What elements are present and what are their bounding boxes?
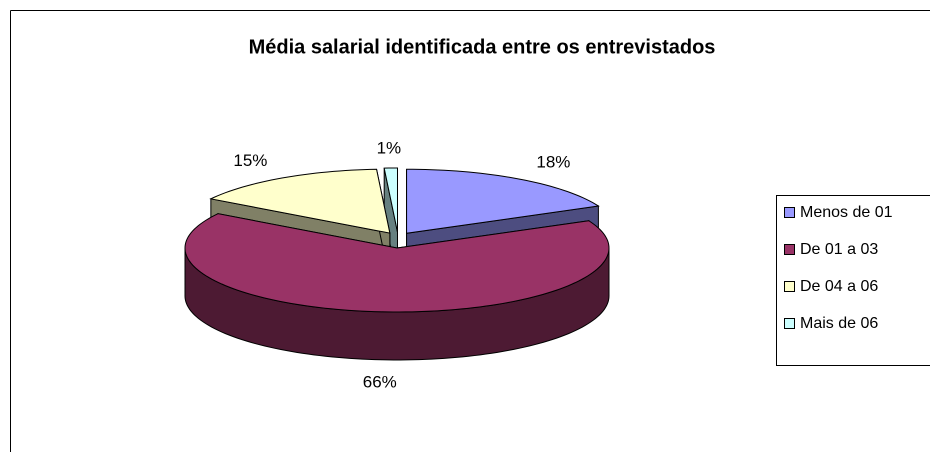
slice-top <box>383 167 398 233</box>
legend-label: De 01 a 03 <box>800 241 878 258</box>
data-label: 18% <box>536 153 570 172</box>
legend-swatch <box>784 244 795 255</box>
data-label: 1% <box>377 139 402 158</box>
data-label: 15% <box>233 151 267 170</box>
legend-swatch <box>784 318 795 329</box>
legend-label: De 04 a 06 <box>800 278 878 295</box>
data-label: 66% <box>363 372 397 391</box>
slice-top <box>406 168 600 234</box>
chart-title: Média salarial identificada entre os ent… <box>249 36 716 58</box>
legend-swatch <box>784 281 795 292</box>
slice-top <box>184 213 610 313</box>
legend-swatch <box>784 207 795 218</box>
slice-top <box>209 168 391 234</box>
slice <box>184 213 610 361</box>
legend-label: Menos de 01 <box>800 204 893 221</box>
legend-box <box>776 195 930 366</box>
legend-label: Mais de 06 <box>800 315 878 332</box>
